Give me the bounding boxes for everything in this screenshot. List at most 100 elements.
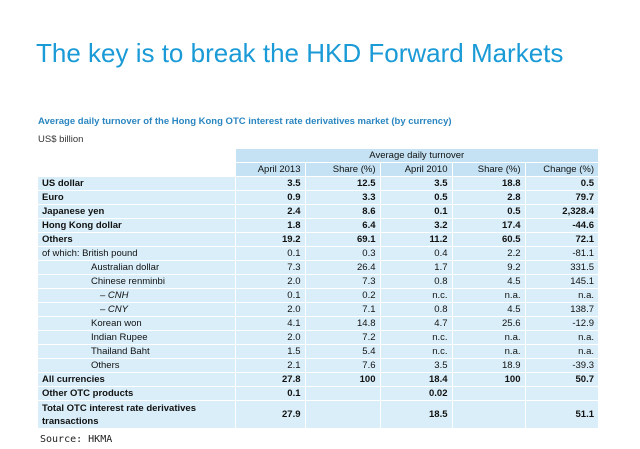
cell: 2.0 (234, 330, 305, 345)
cell (451, 400, 525, 429)
cell: 331.5 (524, 260, 598, 275)
cell: 4.1 (234, 316, 305, 331)
row-label: All currencies (38, 372, 235, 387)
cell: 4.7 (379, 316, 452, 331)
group-header: Average daily turnover (234, 149, 598, 163)
cell: 2.8 (451, 190, 525, 205)
cell: 8.6 (304, 204, 380, 219)
cell: 12.5 (304, 176, 380, 191)
row-label: of which: British pound (38, 246, 235, 261)
column-header: Share (%) (304, 162, 380, 177)
cell: 3.2 (379, 218, 452, 233)
row-label: US dollar (38, 176, 235, 191)
table-row: Chinese renminbi 2.0 7.3 0.8 4.5 145.1 (38, 274, 598, 289)
row-label: Indian Rupee (38, 330, 235, 345)
cell: 0.02 (379, 386, 452, 401)
cell: 2.0 (234, 302, 305, 317)
cell: 0.8 (379, 274, 452, 289)
cell: 0.1 (234, 288, 305, 303)
column-header: Share (%) (451, 162, 525, 177)
cell: 0.1 (234, 246, 305, 261)
cell: 3.5 (379, 176, 452, 191)
row-label: Japanese yen (38, 204, 235, 219)
row-label: Hong Kong dollar (38, 218, 235, 233)
row-label: – CNH (38, 288, 235, 303)
row-label: Euro (38, 190, 235, 205)
table-row: Indian Rupee 2.0 7.2 n.c. n.a. n.a. (38, 330, 598, 345)
cell: n.a. (524, 288, 598, 303)
table-body: US dollar 3.5 12.5 3.5 18.8 0.5 Euro 0.9 3.3 0.5 2… (38, 176, 598, 429)
cell: 0.5 (524, 176, 598, 191)
table-row: All currencies 27.8 100 18.4 100 50.7 (38, 372, 598, 387)
table-row: Australian dollar 7.3 26.4 1.7 9.2 331.5 (38, 260, 598, 275)
cell: 26.4 (304, 260, 380, 275)
cell: 25.6 (451, 316, 525, 331)
cell: n.a. (451, 330, 525, 345)
row-label: Australian dollar (38, 260, 235, 275)
cell: 18.9 (451, 358, 525, 373)
cell: 3.3 (304, 190, 380, 205)
cell: 4.5 (451, 302, 525, 317)
cell: 1.7 (379, 260, 452, 275)
cell: n.c. (379, 330, 452, 345)
cell: 60.5 (451, 232, 525, 247)
cell: 5.4 (304, 344, 380, 359)
cell: 17.4 (451, 218, 525, 233)
cell: 1.5 (234, 344, 305, 359)
cell (524, 386, 598, 401)
cell: n.a. (451, 344, 525, 359)
column-header: April 2013 (234, 162, 305, 177)
cell: 0.8 (379, 302, 452, 317)
cell: 79.7 (524, 190, 598, 205)
cell: 7.3 (304, 274, 380, 289)
cell: -44.6 (524, 218, 598, 233)
cell: 7.3 (234, 260, 305, 275)
unit-label: US$ billion (38, 134, 84, 145)
cell (451, 386, 525, 401)
cell: 18.8 (451, 176, 525, 191)
cell: 7.6 (304, 358, 380, 373)
turnover-table: Average daily turnover April 2013 Share (… (38, 149, 598, 429)
table-row: Other OTC products 0.1 0.02 (38, 386, 598, 401)
cell: 9.2 (451, 260, 525, 275)
table-row: Others 2.1 7.6 3.5 18.9 -39.3 (38, 358, 598, 373)
cell: 2.2 (451, 246, 525, 261)
row-label: Others (38, 232, 235, 247)
row-label: Total OTC interest rate derivatives tran… (38, 400, 235, 429)
cell: 18.5 (379, 400, 452, 429)
cell: 27.8 (234, 372, 305, 387)
cell (304, 400, 380, 429)
table-row: Korean won 4.1 14.8 4.7 25.6 -12.9 (38, 316, 598, 331)
cell: 14.8 (304, 316, 380, 331)
cell: 2.4 (234, 204, 305, 219)
table-row: US dollar 3.5 12.5 3.5 18.8 0.5 (38, 176, 598, 191)
cell: 51.1 (524, 400, 598, 429)
source: Source: HKMA (40, 434, 113, 445)
cell: -12.9 (524, 316, 598, 331)
row-label: Thailand Baht (38, 344, 235, 359)
cell: 72.1 (524, 232, 598, 247)
row-label: Others (38, 358, 235, 373)
cell: n.c. (379, 344, 452, 359)
cell: 0.1 (234, 386, 305, 401)
cell: -81.1 (524, 246, 598, 261)
table-row: Thailand Baht 1.5 5.4 n.c. n.a. n.a. (38, 344, 598, 359)
cell: 0.1 (379, 204, 452, 219)
row-label: Chinese renminbi (38, 274, 235, 289)
cell: 0.5 (379, 190, 452, 205)
cell: 3.5 (234, 176, 305, 191)
cell: -39.3 (524, 358, 598, 373)
cell: 0.3 (304, 246, 380, 261)
slide-title: The key is to break the HKD Forward Mark… (36, 38, 564, 68)
cell: 145.1 (524, 274, 598, 289)
cell: n.c. (379, 288, 452, 303)
table-row: Total OTC interest rate derivatives tran… (38, 400, 598, 429)
cell: n.a. (524, 344, 598, 359)
cell: 50.7 (524, 372, 598, 387)
table-row: Euro 0.9 3.3 0.5 2.8 79.7 (38, 190, 598, 205)
cell: 27.9 (234, 400, 305, 429)
row-label: Other OTC products (38, 386, 235, 401)
cell: 4.5 (451, 274, 525, 289)
column-header: Change (%) (524, 162, 598, 177)
